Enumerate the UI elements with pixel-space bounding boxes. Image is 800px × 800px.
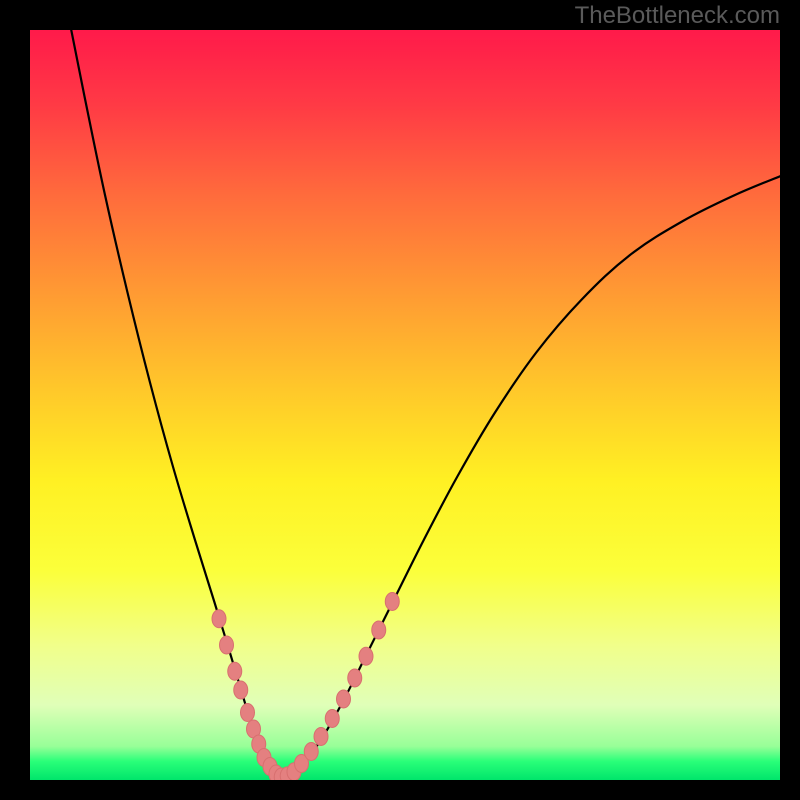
- data-marker: [359, 647, 373, 665]
- data-marker: [314, 728, 328, 746]
- plot-area: [30, 30, 780, 780]
- data-marker: [337, 690, 351, 708]
- data-marker: [234, 681, 248, 699]
- data-marker: [220, 636, 234, 654]
- data-marker: [304, 743, 318, 761]
- data-marker: [325, 710, 339, 728]
- markers-left: [212, 610, 277, 776]
- chart-overlay: [30, 30, 780, 780]
- data-marker: [241, 704, 255, 722]
- data-marker: [385, 593, 399, 611]
- data-marker: [348, 669, 362, 687]
- bottleneck-curve: [71, 30, 780, 777]
- watermark-text: TheBottleneck.com: [575, 2, 780, 30]
- data-marker: [228, 662, 242, 680]
- data-marker: [212, 610, 226, 628]
- data-marker: [372, 621, 386, 639]
- chart-frame: TheBottleneck.com: [0, 0, 800, 800]
